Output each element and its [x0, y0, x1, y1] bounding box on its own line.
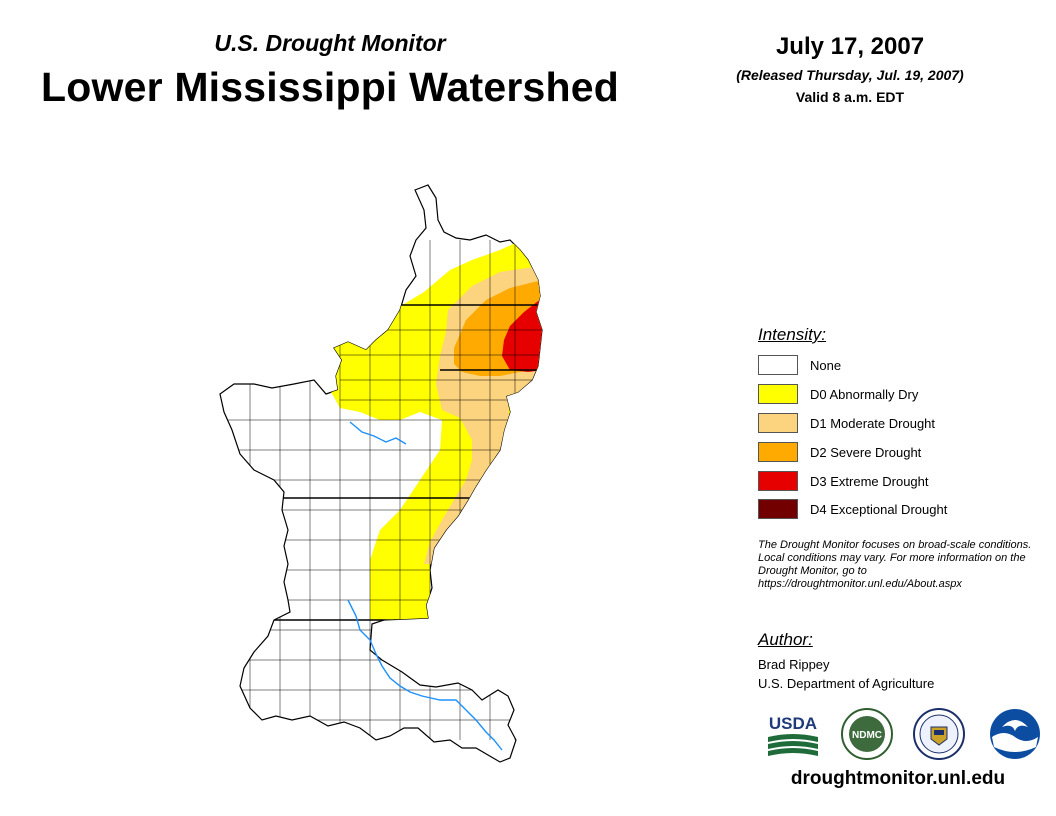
legend-item-d4: D4 Exceptional Drought	[758, 498, 947, 520]
noaa-logo-icon	[990, 709, 1040, 759]
legend-item-d1: D1 Moderate Drought	[758, 412, 935, 434]
release-date: (Released Thursday, Jul. 19, 2007)	[736, 67, 964, 83]
legend-label-d1: D1 Moderate Drought	[810, 415, 936, 431]
disclaimer-note: The Drought Monitor focuses on broad-sca…	[758, 539, 1032, 590]
legend-swatch-none	[758, 355, 798, 375]
d3-region	[502, 298, 542, 372]
map-date: July 17, 2007	[775, 33, 925, 60]
legend-item-none: None	[758, 354, 841, 376]
map-title: Lower Mississippi Watershed	[40, 64, 620, 110]
valid-time: Valid 8 a.m. EDT	[795, 89, 905, 105]
legend-item-d0: D0 Abnormally Dry	[758, 383, 918, 405]
author-organization: U.S. Department of Agriculture	[758, 676, 935, 691]
legend-item-d3: D3 Extreme Drought	[758, 470, 929, 492]
author-name: Brad Rippey	[758, 657, 830, 672]
legend-swatch-d3	[758, 471, 798, 491]
ndmc-logo-icon: NDMC	[841, 708, 893, 760]
map-subtitle: U.S. Drought Monitor	[214, 30, 446, 56]
watershed-map	[219, 184, 543, 763]
footer-url[interactable]: droughtmonitor.unl.edu	[790, 768, 1006, 789]
svg-text:NDMC: NDMC	[852, 730, 882, 741]
legend-label-none: None	[810, 357, 842, 373]
legend-label-d2: D2 Severe Drought	[810, 444, 922, 460]
legend-label-d4: D4 Exceptional Drought	[810, 501, 948, 517]
legend-swatch-d2	[758, 442, 798, 462]
svg-text:USDA: USDA	[769, 714, 817, 733]
usda-logo-icon: USDA	[768, 714, 818, 756]
author-heading: Author:	[758, 630, 813, 649]
commerce-seal-icon	[913, 708, 965, 760]
legend-title: Intensity:	[758, 325, 827, 344]
rivers	[347, 421, 503, 751]
legend-label-d0: D0 Abnormally Dry	[810, 386, 919, 402]
legend-label-d3: D3 Extreme Drought	[810, 473, 929, 489]
legend-swatch-d4	[758, 499, 798, 519]
legend-swatch-d1	[758, 413, 798, 433]
legend-swatch-d0	[758, 384, 798, 404]
legend-item-d2: D2 Severe Drought	[758, 441, 921, 463]
